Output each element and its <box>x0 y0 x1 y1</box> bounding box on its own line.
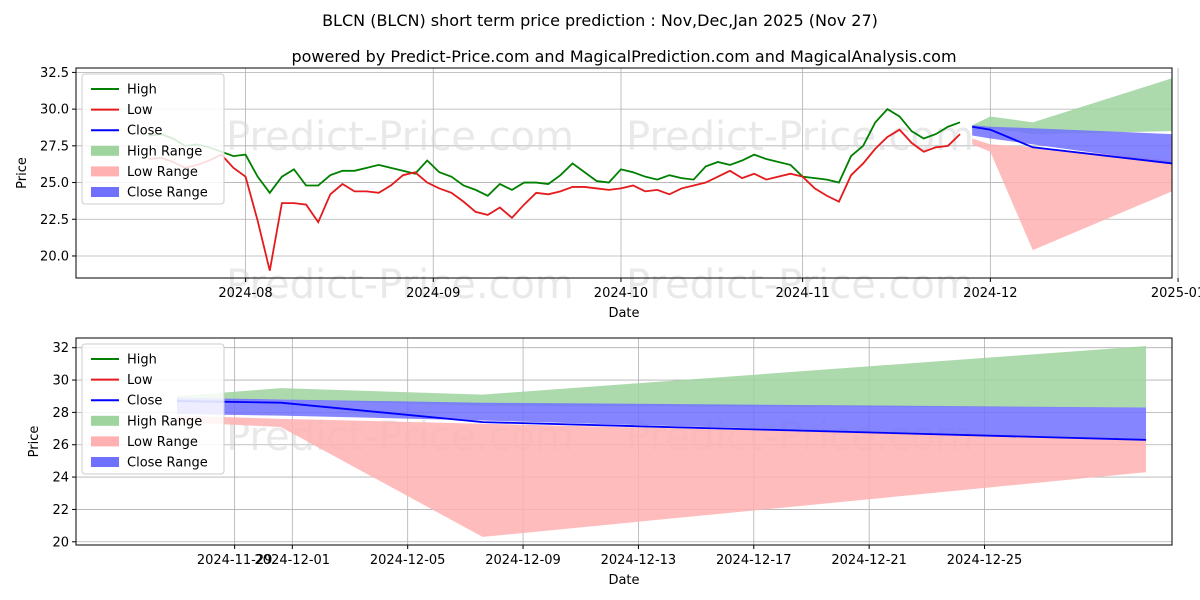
legend-label-high-range: High Range <box>127 144 202 159</box>
y-tick-label: 30.0 <box>40 103 69 118</box>
legend-swatch-high-range <box>91 415 119 426</box>
legend-label-close-range: Close Range <box>127 456 208 471</box>
x-tick-label: 2024-09 <box>406 286 460 301</box>
legend-swatch-close-range <box>91 457 119 467</box>
y-tick-label: 20 <box>52 535 69 550</box>
y-tick-label: 25.0 <box>40 176 69 191</box>
chart-legend: High Low Close High Range Low Range Close Ran… <box>81 343 225 475</box>
top-chart-panel: Predict-Price.com Predict-Price.com Predic… <box>15 66 1200 321</box>
watermark-text: Predict-Price.com <box>626 114 974 160</box>
x-tick-label: 2024-12-01 <box>255 553 331 568</box>
x-tick-label: 2025-01 <box>1151 286 1200 301</box>
y-tick-label: 30 <box>52 374 69 389</box>
chart-title: BLCN (BLCN) short term price prediction … <box>322 11 878 30</box>
y-axis-label: Price <box>27 426 42 458</box>
plot-frame <box>75 337 1173 546</box>
bottom-chart-panel: Predict-Price.comPredict-Price.com202224… <box>27 337 1173 588</box>
legend-label-high-range: High Range <box>127 414 202 429</box>
y-tick-label: 27.5 <box>40 139 69 154</box>
legend-label-high: High <box>127 353 157 368</box>
legend-swatch-low-range <box>91 436 119 447</box>
y-tick-label: 32.5 <box>40 66 69 81</box>
y-tick-label: 24 <box>52 471 69 486</box>
y-tick-label: 28 <box>52 406 69 421</box>
close-series-line <box>176 400 1147 441</box>
y-tick-label: 22 <box>52 503 69 518</box>
low-range-band <box>176 415 1147 537</box>
legend-label-close: Close <box>127 124 162 139</box>
x-tick-label: 2024-12-21 <box>831 553 907 568</box>
x-tick-label: 2024-10 <box>594 286 648 301</box>
close-series-line <box>972 125 1173 165</box>
y-tick-label: 26 <box>52 438 69 453</box>
legend-swatch-low-range <box>91 166 119 177</box>
legend-label-close: Close <box>127 394 162 409</box>
plot-frame <box>75 67 1173 279</box>
y-tick-label: 20.0 <box>40 249 69 264</box>
chart-legend: High Low Close High Range Low Range Close Ran… <box>81 73 225 205</box>
x-tick-label: 2024-11 <box>775 286 829 301</box>
high-range-band <box>972 78 1172 135</box>
x-axis-label: Date <box>608 306 639 321</box>
watermark-text: Predict-Price.com <box>226 114 574 160</box>
watermark-text: Predict-Price.com <box>626 262 974 308</box>
legend-label-low: Low <box>127 373 153 388</box>
close-range-band <box>972 125 1172 164</box>
legend-label-close-range: Close Range <box>127 186 208 201</box>
legend-swatch-close-range <box>91 187 119 197</box>
high-series-line <box>148 107 961 197</box>
high-range-band <box>176 346 1147 408</box>
low-series-line <box>148 128 961 271</box>
x-tick-label: 2024-12 <box>963 286 1017 301</box>
x-axis-label: Date <box>608 573 639 588</box>
x-tick-label: 2024-12-17 <box>716 553 792 568</box>
x-tick-label: 2024-12-05 <box>370 553 446 568</box>
watermark-text: Predict-Price.com <box>226 262 574 308</box>
y-tick-label: 22.5 <box>40 213 69 228</box>
x-tick-label: 2024-12-13 <box>601 553 677 568</box>
y-tick-label: 32 <box>52 341 69 356</box>
close-range-band <box>176 397 1147 440</box>
legend-label-low: Low <box>127 103 153 118</box>
x-tick-label: 2024-08 <box>218 286 272 301</box>
chart-subtitle: powered by Predict-Price.com and Magical… <box>291 47 956 66</box>
legend-label-high: High <box>127 83 157 98</box>
x-tick-label: 2024-11-29 <box>197 553 273 568</box>
y-axis-label: Price <box>15 157 30 189</box>
x-tick-label: 2024-12-25 <box>947 553 1023 568</box>
x-tick-label: 2024-12-09 <box>485 553 561 568</box>
legend-swatch-high-range <box>91 145 119 156</box>
legend-label-low-range: Low Range <box>127 165 198 180</box>
legend-label-low-range: Low Range <box>127 435 198 450</box>
low-range-band <box>972 138 1172 251</box>
